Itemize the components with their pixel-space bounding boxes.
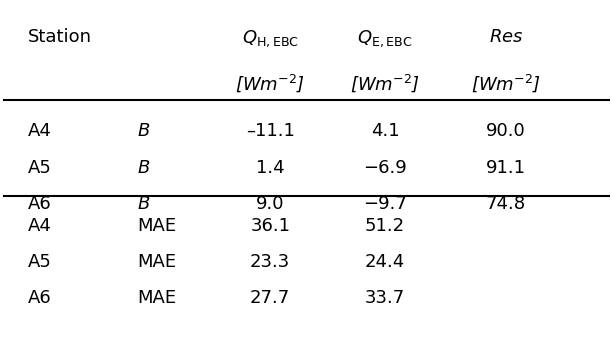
Text: MAE: MAE — [137, 253, 177, 271]
Text: [Wm$^{-2}$]: [Wm$^{-2}$] — [350, 72, 420, 94]
Text: $\mathit{B}$: $\mathit{B}$ — [137, 195, 150, 213]
Text: $\mathit{Res}$: $\mathit{Res}$ — [489, 28, 524, 46]
Text: 33.7: 33.7 — [365, 289, 405, 307]
Text: MAE: MAE — [137, 289, 177, 307]
Text: A6: A6 — [28, 289, 52, 307]
Text: −6.9: −6.9 — [364, 159, 407, 177]
Text: A5: A5 — [28, 159, 52, 177]
Text: $Q_{\mathrm{E,EBC}}$: $Q_{\mathrm{E,EBC}}$ — [357, 28, 413, 49]
Text: A4: A4 — [28, 217, 52, 235]
Text: 91.1: 91.1 — [486, 159, 526, 177]
Text: 23.3: 23.3 — [250, 253, 291, 271]
Text: 74.8: 74.8 — [486, 195, 526, 213]
Text: [Wm$^{-2}$]: [Wm$^{-2}$] — [235, 72, 305, 94]
Text: 24.4: 24.4 — [365, 253, 405, 271]
Text: 4.1: 4.1 — [371, 121, 400, 140]
Text: A6: A6 — [28, 195, 52, 213]
Text: $\mathit{B}$: $\mathit{B}$ — [137, 159, 150, 177]
Text: 27.7: 27.7 — [250, 289, 291, 307]
Text: [Wm$^{-2}$]: [Wm$^{-2}$] — [471, 72, 541, 94]
Text: 90.0: 90.0 — [486, 121, 526, 140]
Text: 36.1: 36.1 — [250, 217, 290, 235]
Text: $Q_{\mathrm{H,EBC}}$: $Q_{\mathrm{H,EBC}}$ — [242, 28, 299, 49]
Text: 1.4: 1.4 — [256, 159, 284, 177]
Text: 51.2: 51.2 — [365, 217, 405, 235]
Text: $\mathit{B}$: $\mathit{B}$ — [137, 121, 150, 140]
Text: −9.7: −9.7 — [363, 195, 407, 213]
Text: –11.1: –11.1 — [246, 121, 295, 140]
Text: MAE: MAE — [137, 217, 177, 235]
Text: A4: A4 — [28, 121, 52, 140]
Text: 9.0: 9.0 — [256, 195, 284, 213]
Text: A5: A5 — [28, 253, 52, 271]
Text: Station: Station — [28, 28, 93, 46]
